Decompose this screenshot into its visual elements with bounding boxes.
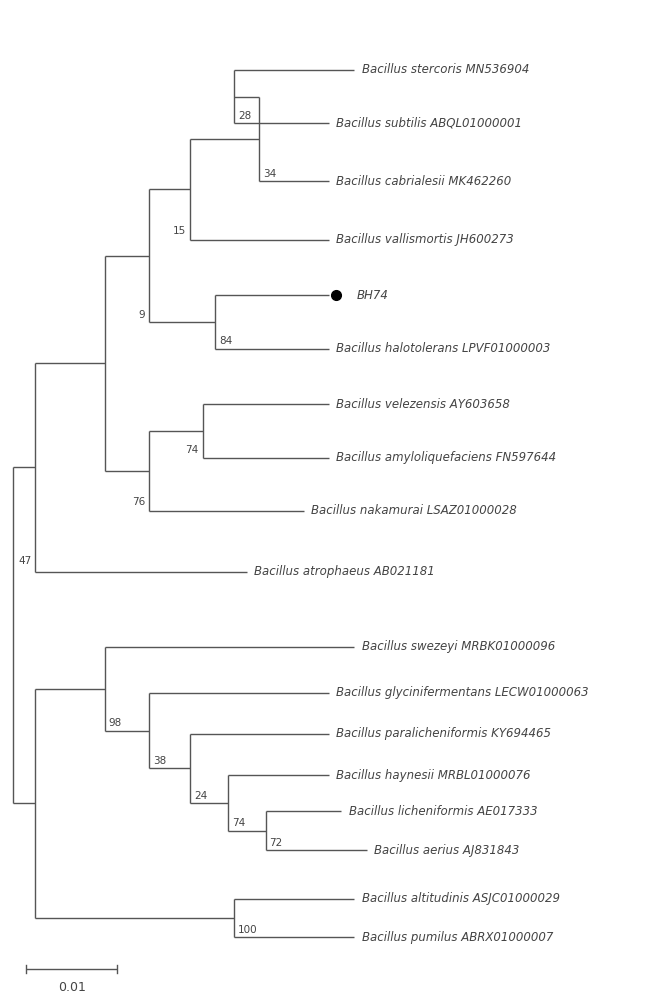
Text: Bacillus vallismortis JH600273: Bacillus vallismortis JH600273 <box>337 233 514 246</box>
Text: 76: 76 <box>132 497 145 507</box>
Text: 74: 74 <box>232 818 245 828</box>
Text: Bacillus glycinifermentans LECW01000063: Bacillus glycinifermentans LECW01000063 <box>337 686 589 699</box>
Text: 24: 24 <box>194 791 207 801</box>
Text: 9: 9 <box>139 310 145 320</box>
Text: Bacillus stercoris MN536904: Bacillus stercoris MN536904 <box>362 63 529 76</box>
Text: Bacillus haynesii MRBL01000076: Bacillus haynesii MRBL01000076 <box>337 769 531 782</box>
Text: 74: 74 <box>185 445 199 455</box>
Text: 100: 100 <box>238 925 257 935</box>
Text: Bacillus amyloliquefaciens FN597644: Bacillus amyloliquefaciens FN597644 <box>337 451 557 464</box>
Text: Bacillus halotolerans LPVF01000003: Bacillus halotolerans LPVF01000003 <box>337 342 551 355</box>
Text: 47: 47 <box>18 556 31 566</box>
Text: 28: 28 <box>238 111 251 121</box>
Text: 84: 84 <box>219 336 233 346</box>
Text: Bacillus licheniformis AE017333: Bacillus licheniformis AE017333 <box>349 805 538 818</box>
Text: 0.01: 0.01 <box>58 981 86 994</box>
Text: Bacillus velezensis AY603658: Bacillus velezensis AY603658 <box>337 398 510 411</box>
Text: 38: 38 <box>153 756 166 766</box>
Text: Bacillus atrophaeus AB021181: Bacillus atrophaeus AB021181 <box>254 565 435 578</box>
Text: Bacillus nakamurai LSAZ01000028: Bacillus nakamurai LSAZ01000028 <box>311 504 517 517</box>
Text: Bacillus pumilus ABRX01000007: Bacillus pumilus ABRX01000007 <box>362 931 553 944</box>
Text: Bacillus altitudinis ASJC01000029: Bacillus altitudinis ASJC01000029 <box>362 892 559 905</box>
Text: Bacillus aerius AJ831843: Bacillus aerius AJ831843 <box>374 844 519 857</box>
Text: Bacillus cabrialesii MK462260: Bacillus cabrialesii MK462260 <box>337 175 512 188</box>
Text: 98: 98 <box>109 718 122 728</box>
Text: 15: 15 <box>173 226 186 236</box>
Text: 72: 72 <box>269 838 283 848</box>
Text: 34: 34 <box>263 169 276 179</box>
Text: Bacillus paralicheniformis KY694465: Bacillus paralicheniformis KY694465 <box>337 727 552 740</box>
Text: Bacillus subtilis ABQL01000001: Bacillus subtilis ABQL01000001 <box>337 117 523 130</box>
Text: BH74: BH74 <box>356 289 388 302</box>
Text: Bacillus swezeyi MRBK01000096: Bacillus swezeyi MRBK01000096 <box>362 640 555 653</box>
